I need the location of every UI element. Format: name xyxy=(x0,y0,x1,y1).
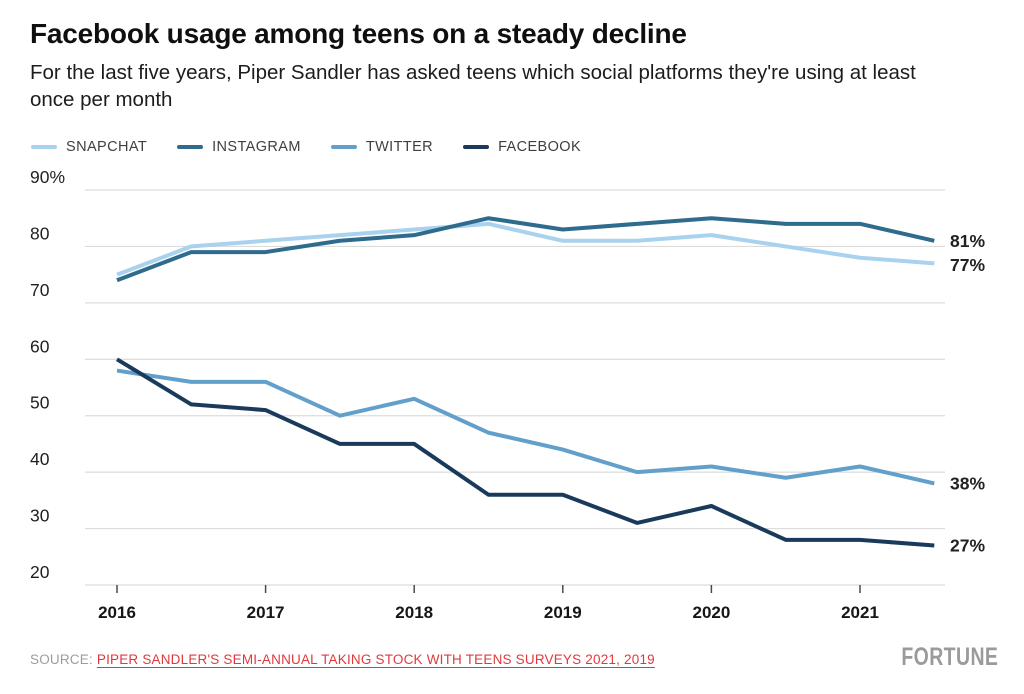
end-value-label-instagram: 81% xyxy=(950,231,985,251)
y-axis-tick-label: 80 xyxy=(30,223,50,243)
x-axis-tick-label: 2020 xyxy=(692,603,730,622)
legend-item-instagram: INSTAGRAM xyxy=(177,139,301,155)
series-line-instagram xyxy=(116,216,935,283)
y-axis-tick-label: 40 xyxy=(30,449,50,469)
legend-item-facebook: FACEBOOK xyxy=(463,139,581,155)
source-row: SOURCE: PIPER SANDLER'S SEMI-ANNUAL TAKI… xyxy=(30,652,655,667)
snapchat-line-swatch-icon xyxy=(31,145,57,149)
y-axis-tick-label: 50 xyxy=(30,393,50,413)
y-axis-tick-label: 60 xyxy=(30,336,50,356)
x-axis-tick-label: 2019 xyxy=(544,603,582,622)
x-axis-tick-label: 2018 xyxy=(395,603,433,622)
fortune-logo: FORTUNE xyxy=(901,643,998,671)
x-axis-tick-label: 2021 xyxy=(841,603,879,622)
end-value-label-snapchat: 77% xyxy=(950,255,985,275)
chart-title: Facebook usage among teens on a steady d… xyxy=(30,18,687,49)
chart-subtitle: For the last five years, Piper Sandler h… xyxy=(30,61,916,112)
legend: SNAPCHAT INSTAGRAM TWITTER FACEBOOK xyxy=(31,139,581,155)
source-link[interactable]: PIPER SANDLER'S SEMI-ANNUAL TAKING STOCK… xyxy=(96,652,655,667)
legend-label: FACEBOOK xyxy=(498,139,582,155)
legend-label: INSTAGRAM xyxy=(212,139,301,155)
y-axis-tick-label: 70 xyxy=(30,280,50,300)
legend-label: TWITTER xyxy=(365,139,434,155)
twitter-line-swatch-icon xyxy=(330,145,357,149)
y-axis-tick-label: 20 xyxy=(30,562,50,582)
series-line-twitter xyxy=(116,368,935,486)
series-line-facebook xyxy=(115,357,935,548)
end-value-label-twitter: 38% xyxy=(950,473,985,493)
facebook-line-swatch-icon xyxy=(463,145,490,149)
instagram-line-swatch-icon xyxy=(177,145,204,149)
y-axis-tick-label: 30 xyxy=(30,506,50,526)
source-prefix-label: SOURCE: xyxy=(30,652,97,667)
x-axis-tick-label: 2017 xyxy=(247,603,285,622)
y-axis-tick-label: 90% xyxy=(30,167,65,187)
x-axis-tick-label: 2016 xyxy=(98,603,136,622)
end-value-label-facebook: 27% xyxy=(950,536,985,556)
legend-label: SNAPCHAT xyxy=(66,139,148,155)
legend-item-snapchat: SNAPCHAT xyxy=(31,139,147,155)
series-line-snapchat xyxy=(116,221,935,277)
legend-item-twitter: TWITTER xyxy=(330,139,434,155)
